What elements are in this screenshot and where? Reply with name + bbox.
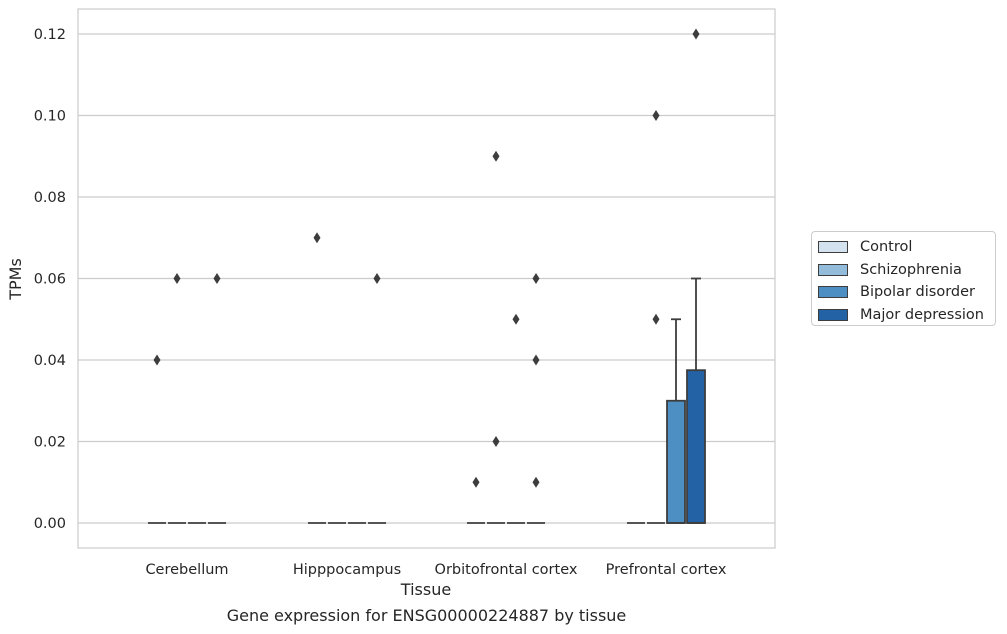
x-tick-label: Cerebellum: [145, 562, 228, 578]
box-control: [308, 232, 326, 524]
legend-item: Control: [818, 236, 995, 259]
box-major-depression: [686, 28, 706, 524]
y-tick-label: 0.10: [34, 109, 66, 125]
legend-swatch: [818, 263, 848, 276]
outlier-point: [492, 150, 500, 162]
box-schizophrenia: [647, 110, 665, 524]
outlier-point: [652, 313, 660, 325]
outlier-point: [532, 354, 540, 366]
outlier-point: [373, 273, 381, 284]
outlier-point: [213, 273, 221, 284]
y-tick-label: 0.08: [34, 190, 66, 206]
legend-swatch: [818, 241, 848, 254]
legend-label: Schizophrenia: [860, 261, 962, 278]
x-tick-label: Prefrontal cortex: [606, 562, 727, 578]
legend-item: Bipolar disorder: [818, 281, 995, 304]
outlier-point: [652, 110, 660, 121]
y-tick-label: 0.00: [34, 516, 66, 532]
outlier-point: [492, 436, 500, 447]
outlier-point: [173, 273, 181, 284]
y-tick-label: 0.02: [34, 435, 66, 451]
legend-label: Control: [860, 239, 913, 256]
legend-label: Bipolar disorder: [860, 284, 975, 301]
box-series: [148, 28, 706, 524]
box-control: [467, 476, 485, 524]
box-body: [666, 399, 686, 524]
legend: Control Schizophrenia Bipolar disorder Majo…: [811, 231, 996, 326]
legend-swatch: [818, 286, 848, 299]
box-bipolar-disorder: [507, 313, 525, 524]
legend-item: Major depression: [818, 304, 995, 327]
box-control: [148, 354, 166, 524]
legend-swatch: [818, 308, 848, 321]
box-bipolar-disorder: [666, 318, 686, 524]
box-schizophrenia: [168, 273, 186, 524]
y-axis-ticks: 0.00 0.02 0.04 0.06 0.08 0.10 0.12: [34, 27, 66, 532]
outlier-point: [692, 28, 700, 40]
box-body: [686, 369, 706, 524]
outlier-point: [532, 476, 540, 488]
box-major-depression: [208, 273, 226, 524]
y-tick-label: 0.12: [34, 27, 66, 43]
outlier-point: [153, 354, 161, 366]
x-tick-label: Hipppocampus: [293, 562, 401, 578]
outlier-point: [313, 232, 321, 244]
y-tick-label: 0.04: [34, 353, 66, 369]
x-axis-ticks: Cerebellum Hipppocampus Orbitofrontal cort…: [145, 562, 726, 578]
y-axis-label: TPMs: [6, 258, 25, 301]
y-tick-label: 0.06: [34, 272, 66, 288]
plot-frame: [77, 8, 776, 549]
legend-item: Schizophrenia: [818, 259, 995, 282]
outlier-point: [512, 313, 520, 325]
box-major-depression: [527, 273, 545, 524]
outlier-point: [532, 273, 540, 284]
outlier-point: [472, 476, 480, 488]
gridlines: [78, 33, 775, 524]
box-schizophrenia: [487, 150, 505, 524]
x-tick-label: Orbitofrontal cortex: [435, 562, 578, 578]
box-major-depression: [368, 273, 386, 524]
x-axis-label: Tissue: [400, 580, 451, 599]
legend-label: Major depression: [860, 306, 984, 323]
chart-caption: Gene expression for ENSG00000224887 by t…: [226, 606, 627, 625]
